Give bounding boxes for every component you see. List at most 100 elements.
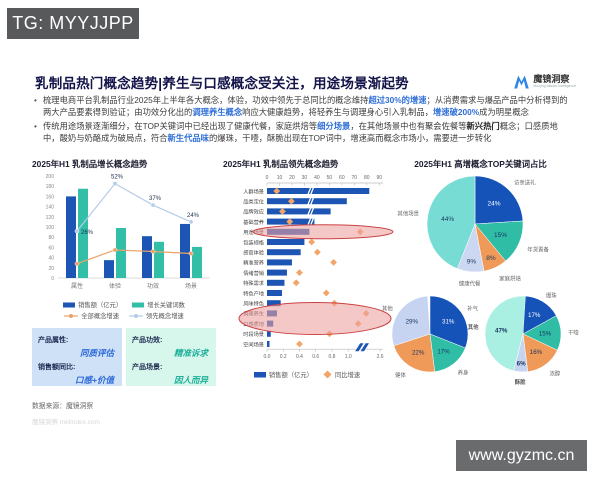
chart-text: 健康代餐: [459, 280, 481, 288]
pie-slice: [429, 295, 469, 349]
bullet-marker: •: [34, 95, 37, 105]
tg-banner-label: TG: MYYJJPP: [12, 13, 134, 33]
chart-text: 风味特色: [243, 300, 264, 308]
chart-text: 0: [51, 276, 54, 282]
bar-break: [307, 186, 312, 196]
pie-slice: [426, 175, 476, 269]
data-source-faint: 魔镜洞察 mktindex.com: [32, 419, 100, 426]
trend-line: [76, 182, 192, 232]
chart-text: 200: [46, 174, 55, 180]
chart-text: 31%: [442, 319, 455, 326]
bullet-segment: 增速破200%: [433, 107, 480, 118]
chart-text: 其他: [382, 305, 393, 313]
chart-text: 干噎: [568, 329, 579, 337]
bar-break: [307, 217, 312, 227]
growth-diamond: [296, 340, 303, 348]
bullet-item: • 传统用途场景逐渐细分，在TOP关键词中已经出现了健康代餐，家庭烘焙等细分场景，…: [34, 120, 574, 145]
chart-text: 44%: [441, 216, 454, 223]
chart-text: 场景: [185, 282, 197, 290]
legend-label: 增长关键词数: [147, 302, 185, 309]
bullet-segment: 概念；口感质地中，酸奶与奶酪成为破局点，符合: [43, 120, 558, 144]
chart-text: 6%: [517, 361, 526, 368]
hbar: [267, 290, 282, 296]
trend-point: [188, 251, 194, 256]
chart-text: 基础营养: [243, 218, 264, 226]
hbar: [267, 208, 331, 215]
chart-text: 精准营养: [243, 259, 264, 267]
hbar: [267, 269, 287, 276]
trend-point: [150, 249, 156, 254]
chart-text: 10: [277, 175, 283, 181]
chart-text: 爆珠: [546, 291, 557, 299]
trend-point: [112, 181, 118, 186]
chart-text: 100: [46, 225, 55, 231]
chart-text: 0.8: [328, 354, 335, 360]
legend-swatch: [253, 372, 266, 378]
legend-item: 增长关键词数: [132, 300, 185, 309]
insight-label: 产品场景:: [132, 364, 163, 371]
chart-text: 140: [46, 205, 55, 211]
chart-text: 9%: [467, 258, 477, 265]
charts-row: 2025年H1 乳制品增长概念趋势 0 20 40 60 80 100 120 140 160 1…: [30, 158, 579, 428]
chart-text: 0.2: [280, 354, 287, 360]
bullet-segment: 新兴热门: [466, 120, 500, 131]
chart-text: 包装规格: [243, 238, 265, 246]
chart-text: 访亲送礼: [514, 178, 536, 186]
hbar: [267, 330, 271, 337]
hbar: [267, 198, 347, 205]
bar-keywords: [154, 241, 164, 278]
chart-title-leading: 2025年H1 乳制品领先概念趋势: [223, 159, 339, 169]
top-keywords-pie: 24% 访亲送礼 15% 年货置备 8% 家庭烘焙 9% 健康代餐 44% 其他场景: [397, 175, 549, 288]
bullet-segment: 响应大健康趋势，将轻养生与调理身心引入乳制品，: [242, 107, 433, 118]
chart-text: 0: [266, 175, 269, 181]
insight-label: 产品功效:: [132, 337, 163, 344]
chart-text: 家庭烘焙: [499, 275, 521, 283]
bullet-item: • 梳理电商平台乳制品行业2025年上半年各大概念，体验，功效中领先于总同比的概念…: [34, 94, 574, 119]
bullet-segment: 成为明星概念: [479, 107, 529, 118]
legend-item: 销售额（亿元）: [63, 300, 122, 309]
growth-diamond: [287, 197, 295, 205]
highlight-ellipse: [252, 224, 394, 240]
bullet-segment: 超过30%的增速: [368, 95, 427, 105]
legend-row: 销售额（亿元） 同比增速: [223, 370, 391, 379]
chart-text: 品类定位: [243, 198, 264, 206]
bullet-segment: 新生代品味: [167, 133, 209, 144]
chart-text: 17%: [437, 348, 450, 355]
trend-point: [112, 247, 118, 253]
chart-text: 情绪营销: [243, 269, 264, 277]
insight-value: 同质评估: [79, 348, 114, 358]
concept-pies: 31% 补气 17% 养身 22% 健体 29% 其他 17% 爆珠 15% 干噎 16% 浓醇 6% 酥脆 4…: [382, 291, 579, 386]
highlight-ellipse: [238, 302, 392, 335]
chart-text: 0.6: [312, 354, 319, 360]
growth-diamond: [279, 208, 286, 215]
chart-title-pies: 2025年H1 高增概念TOP关键词占比: [414, 159, 547, 169]
growth-diamond: [286, 218, 294, 225]
bar-sales: [180, 223, 190, 278]
growth-diamond: [313, 248, 321, 256]
bullet-text: 梳理电商平台乳制品行业2025年上半年各大概念，体验，功效中领先于总同比的概念维…: [43, 94, 574, 119]
trend-point: [150, 202, 156, 208]
trend-point: [188, 219, 194, 225]
insight-boxes: 产品属性: 同质评估 销售额同比: 口感+价值 产品功效: 精准诉求 产品场景: 因人而异: [32, 328, 216, 386]
pie-slice: [393, 333, 436, 373]
trend-point: [74, 228, 80, 234]
chart-text: 90: [376, 175, 382, 181]
growth-diamond: [273, 187, 281, 195]
hbar: [267, 259, 292, 266]
chart-text: 40: [314, 175, 320, 181]
legend-label: 领先概念增速: [146, 313, 184, 320]
legend-label: 同比增速: [334, 372, 361, 379]
chart-text: 功效: [147, 282, 159, 290]
hbar-legend: 销售额（亿元） 同比增速: [223, 370, 391, 379]
brand-m-icon: [514, 75, 530, 89]
watermark: www.gyzmc.cn: [456, 440, 587, 471]
bullet-marker: •: [34, 120, 37, 131]
chart-text: 其他场景: [397, 209, 419, 217]
chart-text: 0.4: [296, 354, 303, 360]
hbar: [267, 239, 305, 245]
chart-text: 特色产地: [243, 289, 264, 297]
bullet-segment: 传统用途场景逐渐细分，在TOP关键词中已经出现了健康代餐，家庭烘焙等: [43, 120, 318, 131]
bar-sales: [142, 236, 152, 278]
legend-label: 销售额（亿元）: [78, 302, 123, 309]
